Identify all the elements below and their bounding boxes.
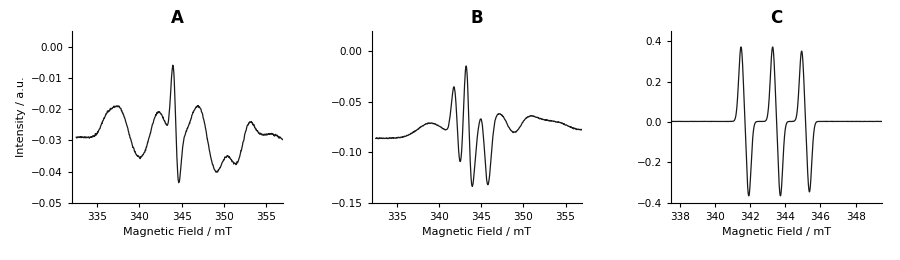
X-axis label: Magnetic Field / mT: Magnetic Field / mT bbox=[422, 228, 532, 237]
X-axis label: Magnetic Field / mT: Magnetic Field / mT bbox=[123, 228, 232, 237]
X-axis label: Magnetic Field / mT: Magnetic Field / mT bbox=[722, 228, 831, 237]
Title: C: C bbox=[770, 9, 783, 27]
Title: A: A bbox=[171, 9, 184, 27]
Y-axis label: Intensity / a.u.: Intensity / a.u. bbox=[15, 77, 26, 157]
Title: B: B bbox=[471, 9, 483, 27]
